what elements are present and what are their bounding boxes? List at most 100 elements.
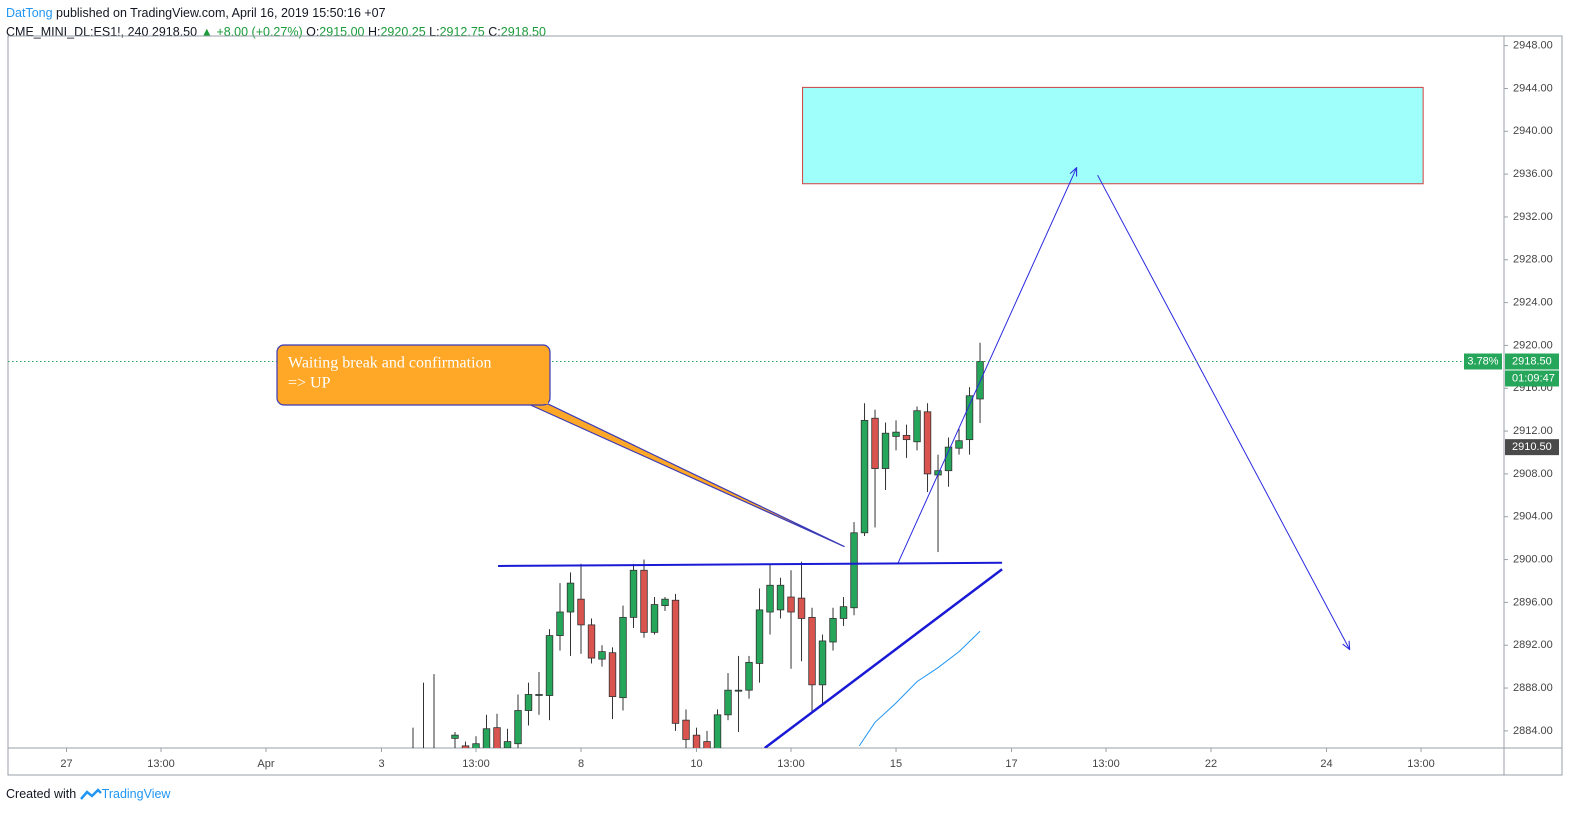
y-tick-label: 2904.00 — [1513, 511, 1553, 523]
x-tick-label: 8 — [578, 758, 584, 770]
trend-line — [498, 561, 1003, 567]
arrow — [1097, 174, 1350, 649]
candle-body — [829, 618, 837, 643]
candle-body — [881, 432, 890, 469]
candle-body — [776, 584, 785, 611]
y-tick-label: 2888.00 — [1513, 682, 1553, 694]
x-tick-label: 13:00 — [147, 758, 175, 770]
candle-body — [692, 734, 701, 748]
candle-body — [410, 758, 417, 763]
x-tick-label: 13:00 — [1407, 758, 1435, 770]
callout-box — [276, 344, 551, 406]
candle-body — [431, 754, 438, 763]
brand[interactable]: TradingView — [101, 787, 171, 801]
candle-body — [734, 689, 743, 692]
author[interactable]: DatTong — [6, 6, 53, 20]
callout-text: Waiting break and confirmation — [288, 355, 492, 372]
callout-join — [514, 397, 548, 404]
candle-body — [976, 361, 984, 400]
candle-body — [713, 714, 722, 748]
candle-body — [892, 431, 900, 437]
candle-body — [472, 743, 480, 748]
candle-body — [619, 616, 627, 699]
percent-tag — [1464, 353, 1502, 370]
y-tick-label: 2900.00 — [1513, 553, 1553, 565]
candle-body — [923, 411, 932, 475]
candle-body — [682, 719, 690, 740]
candle-body — [808, 616, 816, 686]
footer: Created with TradingView — [6, 787, 170, 801]
candle-body — [766, 584, 774, 613]
y-tick-label: 2892.00 — [1513, 639, 1553, 651]
candle-body — [787, 596, 795, 613]
candle-body — [598, 651, 606, 660]
frame — [7, 35, 1563, 776]
candle-body — [441, 758, 448, 763]
l-label: L: — [429, 25, 440, 39]
prev-price-tag — [1505, 439, 1559, 456]
y-tick-label: 2944.00 — [1513, 82, 1553, 94]
candle-body — [524, 694, 533, 711]
candle-body — [797, 597, 806, 619]
y-tick-label: 2920.00 — [1513, 339, 1553, 351]
plot — [410, 86, 1424, 763]
y-tick-label: 2924.00 — [1513, 297, 1553, 309]
candle-body — [671, 599, 680, 724]
candle-body — [755, 609, 764, 664]
moving-average — [858, 630, 981, 747]
candle-body — [661, 598, 669, 607]
candle-body — [566, 582, 575, 613]
y-tick-label: 2940.00 — [1513, 125, 1553, 137]
y-tick-label: 2932.00 — [1513, 211, 1553, 223]
last-price-label: 2918.50 — [1512, 355, 1552, 367]
x-tick-label: 3 — [378, 758, 384, 770]
percent-label: 3.78% — [1467, 355, 1498, 367]
x-tick-label: 22 — [1205, 758, 1217, 770]
candle-body — [503, 741, 512, 748]
candle-body — [640, 569, 648, 633]
y-tick-label: 2884.00 — [1513, 725, 1553, 737]
target-zone — [802, 86, 1424, 185]
candle-body — [545, 635, 554, 696]
x-tick-label: 13:00 — [1092, 758, 1120, 770]
candle-body — [913, 410, 921, 443]
candle-body — [451, 734, 459, 739]
candle-body — [535, 694, 543, 696]
candle-body — [818, 640, 827, 686]
candle-body — [860, 419, 869, 534]
x-tick-label: 15 — [890, 758, 902, 770]
candle-body — [871, 417, 879, 469]
y-tick-label: 2948.00 — [1513, 40, 1553, 52]
logo — [79, 788, 102, 801]
callout-text: => UP — [288, 375, 331, 392]
callout-pointer — [514, 397, 845, 548]
candle-body — [556, 611, 564, 636]
x-tick-label: 24 — [1320, 758, 1332, 770]
candle-body — [745, 661, 753, 691]
candle-body — [514, 710, 522, 745]
candle-body — [965, 395, 974, 441]
last-price-tag — [1505, 353, 1559, 370]
header-line-1: DatTong published on TradingView.com, Ap… — [6, 4, 546, 23]
candle-body — [955, 440, 963, 449]
candle-body — [608, 652, 617, 698]
candle-body — [902, 434, 911, 441]
published: published on TradingView.com, April 16, … — [56, 6, 386, 20]
x-tick-label: 17 — [1005, 758, 1017, 770]
candle-body — [724, 689, 732, 716]
candle-body — [850, 532, 858, 609]
created: Created with — [6, 787, 77, 801]
y-tick-label: 2928.00 — [1513, 254, 1553, 266]
candle-body — [493, 727, 501, 748]
x-tick-label: 27 — [60, 758, 72, 770]
y-tick-label: 2896.00 — [1513, 596, 1553, 608]
candle-body — [629, 569, 638, 618]
trend-line — [764, 568, 1003, 748]
candle-body — [587, 624, 596, 659]
countdown-tag — [1505, 370, 1559, 387]
countdown-label: 01:09:47 — [1512, 372, 1555, 384]
candle-body — [839, 606, 848, 619]
candle-body — [650, 604, 659, 633]
prev-price-label: 2910.50 — [1512, 441, 1552, 453]
